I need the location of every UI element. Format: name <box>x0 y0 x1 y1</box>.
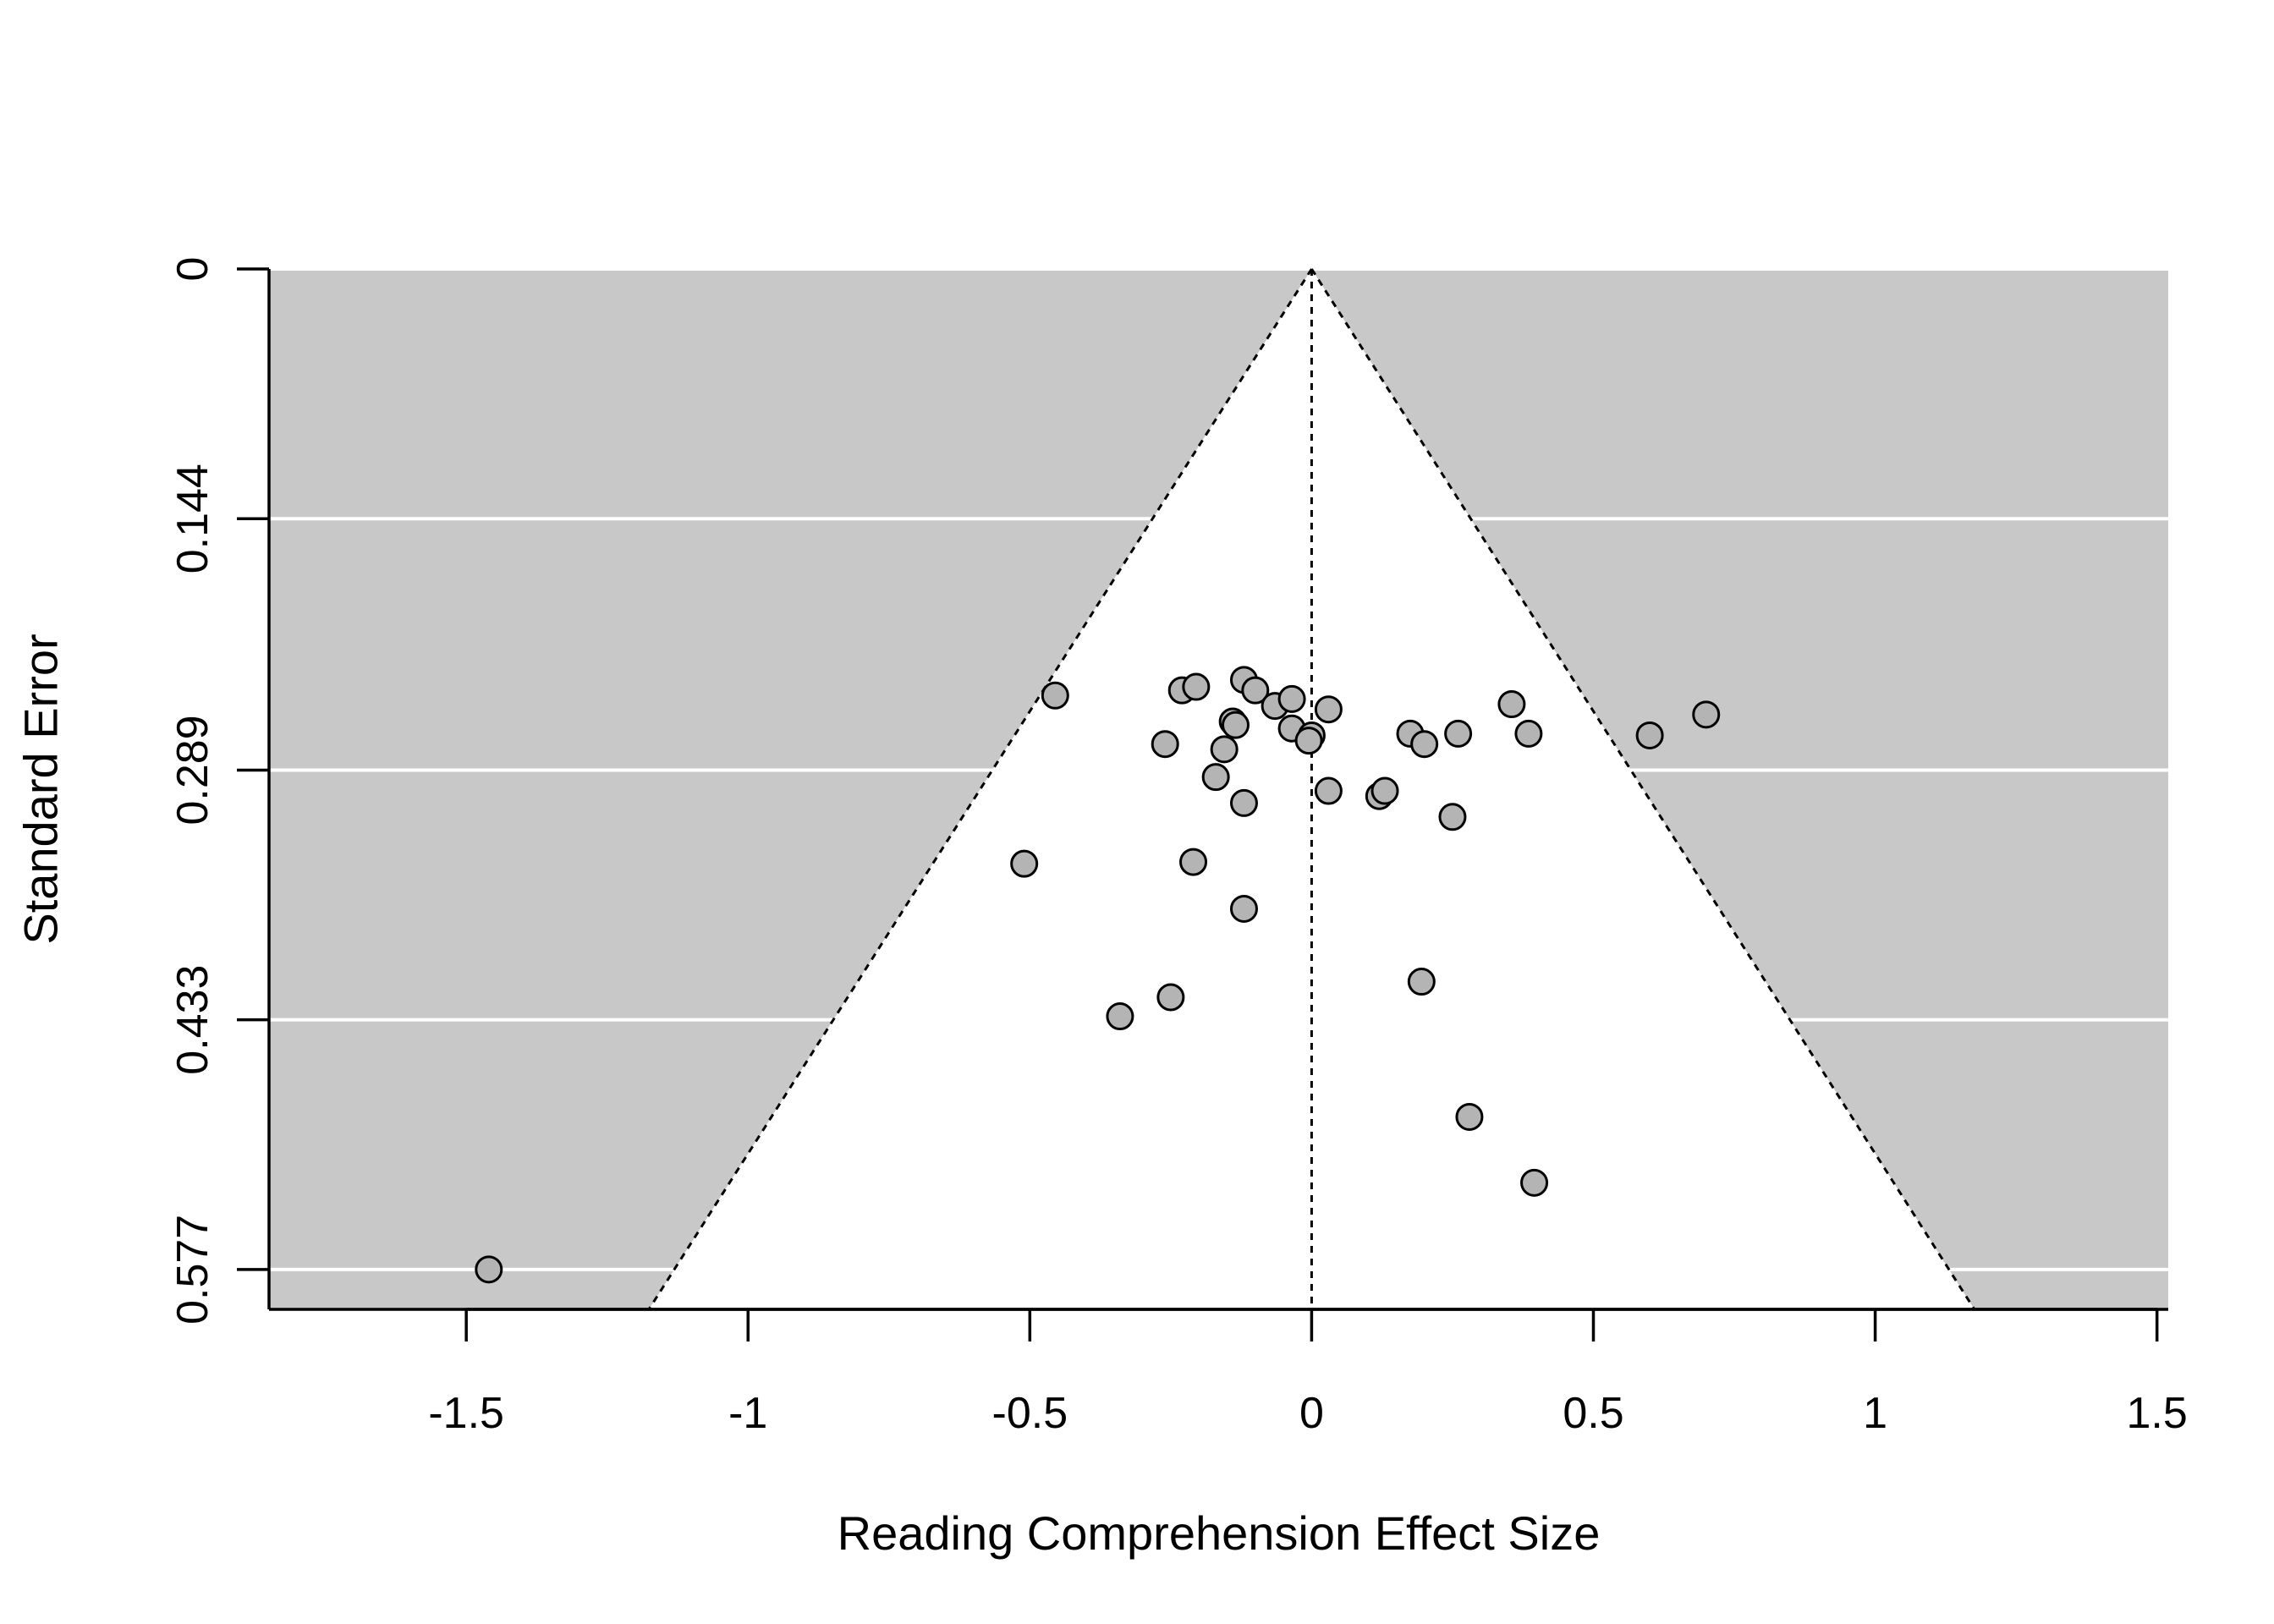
data-point-33 <box>1514 719 1543 748</box>
funnel-boundary-lines <box>647 268 1976 1310</box>
data-point-2 <box>1041 681 1069 710</box>
x-ticks: -1.5 -1 -0.5 0 0.5 1 1.5 <box>269 1308 2188 1438</box>
data-point-10 <box>1210 735 1239 764</box>
data-point-16 <box>1241 676 1270 705</box>
data-point-35 <box>1635 721 1664 749</box>
data-point-7 <box>1179 848 1208 876</box>
data-point-8 <box>1182 672 1211 701</box>
data-point-21 <box>1294 727 1323 755</box>
x-tick-label-4: 0.5 <box>1563 1389 1623 1438</box>
y-axis-title: Standard Error <box>14 634 68 944</box>
x-tick-label-5: 1 <box>1863 1389 1887 1438</box>
data-point-27 <box>1407 968 1436 996</box>
data-point-31 <box>1455 1102 1484 1131</box>
data-point-12 <box>1221 710 1250 739</box>
data-point-34 <box>1520 1168 1549 1197</box>
plot-area <box>269 267 2168 1310</box>
data-point-25 <box>1370 776 1399 805</box>
data-point-3 <box>1106 1002 1134 1031</box>
data-point-23 <box>1314 776 1343 805</box>
x-axis: -1.5 -1 -0.5 0 0.5 1 1.5 <box>269 1308 2188 1438</box>
data-point-14 <box>1229 788 1258 817</box>
data-points <box>475 666 1721 1284</box>
x-tick-label-3: 0 <box>1299 1389 1324 1438</box>
x-tick-label-0: -1.5 <box>428 1389 504 1438</box>
x-axis-title: Reading Comprehension Effect Size <box>838 1506 1601 1560</box>
y-tick-label-1: 0.144 <box>168 464 217 573</box>
data-point-1 <box>1010 849 1039 878</box>
data-point-18 <box>1277 684 1306 713</box>
data-point-9 <box>1201 763 1230 792</box>
x-tick-label-2: -0.5 <box>992 1389 1068 1438</box>
y-tick-label-2: 0.289 <box>168 715 217 825</box>
data-point-30 <box>1444 719 1473 748</box>
funnel-line-right <box>1310 268 1976 1310</box>
y-tick-label-3: 0.433 <box>168 965 217 1075</box>
data-point-28 <box>1410 730 1439 759</box>
data-point-5 <box>1151 730 1179 759</box>
data-point-22 <box>1314 695 1343 724</box>
data-point-36 <box>1692 700 1721 729</box>
y-axis: 0 0.144 0.289 0.433 0.577 <box>168 257 271 1325</box>
y-tick-label-0: 0 <box>168 257 217 282</box>
x-tick-label-1: -1 <box>728 1389 767 1438</box>
data-point-29 <box>1438 803 1467 831</box>
x-tick-label-6: 1.5 <box>2127 1389 2188 1438</box>
y-tick-label-4: 0.577 <box>168 1215 217 1325</box>
data-point-32 <box>1497 690 1526 719</box>
data-point-15 <box>1229 894 1258 923</box>
funnel-line-left <box>647 268 1313 1310</box>
data-point-0 <box>475 1255 503 1284</box>
y-ticks: 0 0.144 0.289 0.433 0.577 <box>168 257 269 1325</box>
data-point-4 <box>1156 983 1185 1012</box>
